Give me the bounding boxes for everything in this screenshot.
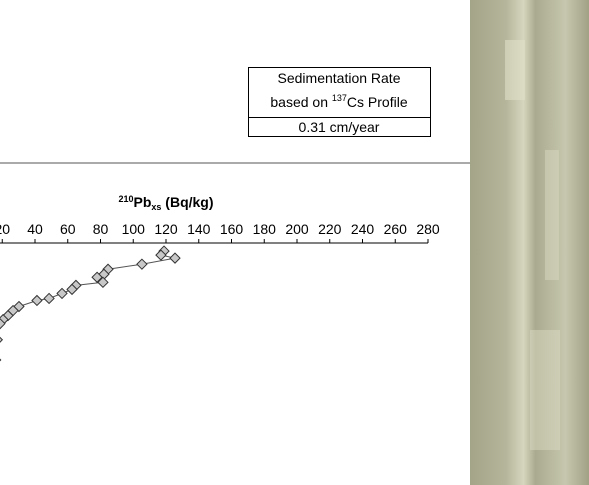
x-tick-label: 220 bbox=[318, 221, 342, 237]
box-text: Cs Profile bbox=[347, 94, 408, 110]
x-tick-label: 120 bbox=[154, 221, 178, 237]
box-sup: 137 bbox=[332, 93, 347, 103]
core-image bbox=[470, 0, 589, 485]
x-tick-label: 40 bbox=[27, 221, 43, 237]
data-point bbox=[170, 253, 180, 263]
data-point bbox=[0, 335, 2, 345]
core-streak bbox=[545, 150, 559, 280]
trend-line bbox=[0, 251, 175, 360]
data-point bbox=[32, 295, 42, 305]
data-point bbox=[0, 355, 1, 365]
x-tick-label: 200 bbox=[285, 221, 309, 237]
x-tick-label: 160 bbox=[220, 221, 244, 237]
title-sup: 210 bbox=[118, 194, 133, 204]
title-text: (Bq/kg) bbox=[161, 194, 213, 210]
x-tick-label: 260 bbox=[384, 221, 408, 237]
x-tick-label: 80 bbox=[93, 221, 109, 237]
x-tick-label: 100 bbox=[122, 221, 146, 237]
x-tick-label: 20 bbox=[0, 221, 10, 237]
screen: Sedimentation Rate based on 137Cs Profil… bbox=[0, 0, 589, 485]
x-tick-label: 140 bbox=[187, 221, 211, 237]
plot: 20 40 60 80 100 120 140 160 180 200 220 240 260 280 bbox=[0, 221, 440, 365]
x-tick-label: 280 bbox=[416, 221, 440, 237]
data-point bbox=[137, 259, 147, 269]
core-streak bbox=[505, 40, 525, 100]
x-tick-label: 240 bbox=[351, 221, 375, 237]
title-sub: xs bbox=[151, 202, 161, 212]
box-line: Sedimentation Rate bbox=[278, 70, 401, 86]
box-text: based on bbox=[270, 94, 332, 110]
data-point bbox=[57, 288, 67, 298]
title-text: Pb bbox=[134, 194, 152, 210]
x-axis-title: 210Pbxs (Bq/kg) bbox=[118, 194, 213, 212]
x-tick-label: 60 bbox=[60, 221, 76, 237]
core-streak bbox=[530, 330, 560, 450]
x-tick-label: 180 bbox=[253, 221, 277, 237]
data-point bbox=[44, 293, 54, 303]
box-line: 0.31 cm/year bbox=[299, 119, 380, 135]
